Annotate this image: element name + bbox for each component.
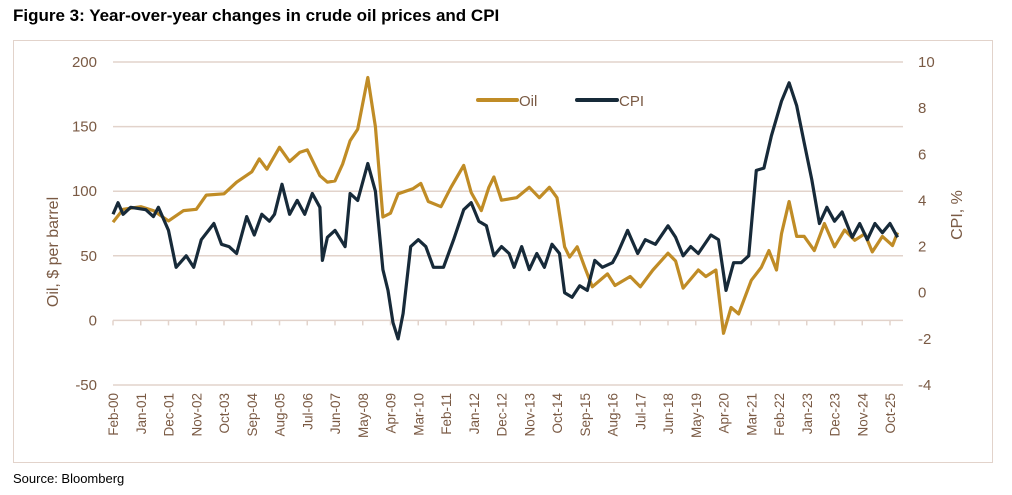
- x-tick-label: Sep-04: [245, 393, 260, 437]
- x-tick-label: Mar-10: [411, 393, 426, 436]
- x-tick-label: Feb-00: [106, 393, 121, 436]
- y-tick-label: 200: [72, 54, 97, 71]
- x-tick-label: Aug-16: [606, 393, 621, 437]
- y2-tick-label: 10: [918, 54, 935, 71]
- legend-label-oil: Oil: [519, 93, 537, 110]
- x-tick-label: Mar-21: [744, 393, 759, 436]
- y-tick-label: 0: [89, 312, 97, 329]
- x-tick-label: Nov-02: [189, 393, 204, 437]
- y2-tick-label: -4: [918, 377, 931, 394]
- x-tick-label: Apr-09: [384, 393, 399, 434]
- x-tick-label: Oct-14: [550, 393, 565, 434]
- legend-label-cpi: CPI: [619, 93, 644, 110]
- y-tick-label: 100: [72, 183, 97, 200]
- x-tick-label: Apr-20: [717, 393, 732, 434]
- x-tick-label: Feb-22: [772, 393, 787, 436]
- x-tick-label: Jan-01: [134, 393, 149, 434]
- chart-title: Figure 3: Year-over-year changes in crud…: [13, 6, 500, 25]
- x-tick-label: Jan-12: [467, 393, 482, 434]
- x-tick-label: May-19: [689, 393, 704, 438]
- y2-tick-label: 2: [918, 239, 926, 256]
- x-tick-label: Jul-17: [633, 393, 648, 430]
- x-tick-label: Aug-05: [273, 393, 288, 437]
- series-line-oil: [111, 75, 900, 335]
- y-tick-label: 50: [80, 248, 97, 265]
- y2-tick-label: 6: [918, 146, 926, 163]
- y2-tick-label: -2: [918, 331, 931, 348]
- y2-axis-title: CPI, %: [949, 190, 966, 240]
- x-tick-label: Nov-24: [855, 393, 870, 437]
- x-tick-label: Jan-23: [800, 393, 815, 434]
- x-tick-label: Dec-12: [495, 393, 510, 437]
- x-tick-label: May-08: [356, 393, 371, 438]
- legend: Oil CPI: [476, 93, 644, 110]
- source-note: Source: Bloomberg: [13, 471, 125, 486]
- y-tick-label: -50: [75, 377, 97, 394]
- x-tick-label: Feb-11: [439, 393, 454, 435]
- x-tick-label: Jun-07: [328, 393, 343, 434]
- series-line-cpi: [111, 81, 900, 341]
- y2-tick-label: 4: [918, 192, 926, 209]
- x-tick-label: Dec-01: [162, 393, 177, 437]
- y2-tick-label: 0: [918, 285, 926, 302]
- y2-tick-label: 8: [918, 100, 926, 117]
- x-tick-label: Jul-06: [300, 393, 315, 430]
- chart-frame: [13, 40, 993, 463]
- y-tick-label: 150: [72, 119, 97, 136]
- y-axis-title: Oil, $ per barrel: [45, 197, 62, 307]
- x-tick-label: Dec-23: [828, 393, 843, 437]
- x-tick-label: Sep-15: [578, 393, 593, 437]
- x-tick-label: Oct-03: [217, 393, 232, 434]
- x-tick-label: Nov-13: [522, 393, 537, 437]
- x-tick-label: Jun-18: [661, 393, 676, 434]
- x-tick-label: Oct-25: [883, 393, 898, 434]
